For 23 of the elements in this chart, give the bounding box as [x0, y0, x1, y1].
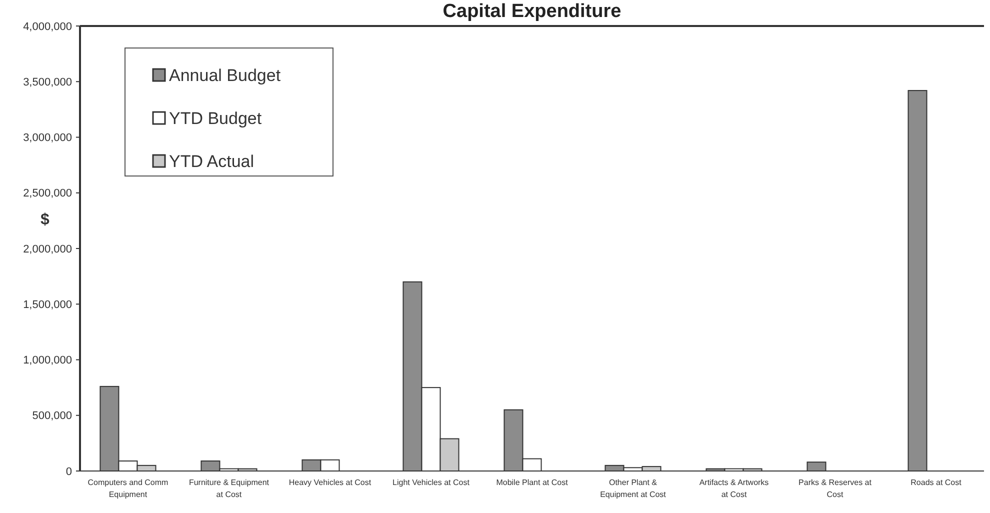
- y-tick-label: 0: [66, 466, 72, 478]
- chart-title: Capital Expenditure: [442, 1, 622, 22]
- y-tick-label: 3,000,000: [23, 132, 72, 144]
- x-tick-label: Parks & Reserves at Cost: [798, 478, 872, 499]
- x-tick-label: Artifacts & Artworks at Cost: [699, 478, 769, 499]
- y-axis-title: $: [40, 212, 50, 228]
- x-tick-label: Roads at Cost: [910, 478, 962, 487]
- y-tick-label: 1,500,000: [23, 298, 72, 311]
- legend-label: Annual Budget: [169, 66, 281, 85]
- x-tick-label: Furniture & Equipment at Cost: [188, 478, 270, 499]
- y-tick-label: 1,000,000: [23, 354, 72, 367]
- y-tick-label: 4,000,000: [23, 20, 72, 33]
- y-tick-label: 500,000: [32, 410, 72, 422]
- y-tick-label: 3,500,000: [23, 76, 72, 88]
- legend-label: YTD Actual: [169, 152, 254, 171]
- x-tick-label: Mobile Plant at Cost: [496, 478, 569, 487]
- y-tick-label: 2,500,000: [23, 188, 72, 200]
- y-tick-label: 2,000,000: [23, 243, 72, 256]
- legend-label: YTD Budget: [169, 108, 262, 128]
- x-tick-label: Light Vehicles at Cost: [392, 478, 470, 487]
- x-tick-label: Heavy Vehicles at Cost: [288, 478, 372, 487]
- x-tick-label: Other Plant & Equipment at Cost: [600, 478, 667, 499]
- x-tick-label: Computers and Comm Equipment: [88, 478, 169, 499]
